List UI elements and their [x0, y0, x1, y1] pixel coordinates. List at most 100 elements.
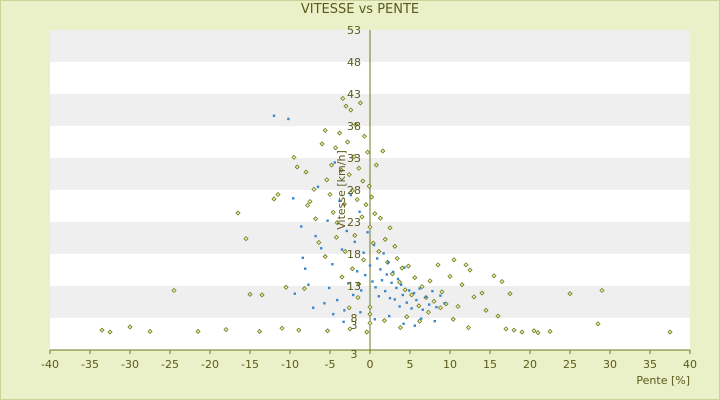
- y-tick-label: 3: [351, 348, 358, 361]
- data-point: [314, 234, 317, 238]
- x-tick-label: -25: [161, 358, 179, 371]
- x-tick-label: 30: [603, 358, 617, 371]
- x-tick-label: -20: [201, 358, 219, 371]
- data-point: [415, 298, 418, 302]
- data-point: [377, 295, 380, 298]
- data-point: [359, 311, 362, 314]
- data-point: [421, 308, 424, 311]
- x-tick-label: 40: [683, 358, 697, 371]
- data-point: [367, 304, 373, 310]
- data-point: [304, 267, 307, 270]
- data-point: [293, 292, 296, 295]
- data-point: [437, 305, 443, 311]
- y-axis-label: Vitesse [km/h]: [335, 150, 348, 230]
- y-tick-label: 13: [347, 280, 361, 293]
- data-point: [283, 284, 289, 290]
- data-point: [491, 273, 497, 279]
- data-point: [428, 303, 431, 306]
- data-point: [349, 188, 355, 194]
- data-point: [343, 309, 346, 312]
- data-point: [347, 326, 353, 332]
- data-point: [401, 293, 404, 297]
- data-point: [347, 282, 350, 285]
- data-point: [352, 232, 358, 239]
- data-point: [403, 266, 406, 269]
- data-point: [353, 240, 356, 244]
- data-point: [325, 328, 331, 334]
- data-point: [355, 294, 361, 301]
- data-point: [351, 154, 357, 160]
- data-point: [346, 305, 352, 311]
- data-point: [345, 229, 348, 233]
- data-point: [382, 252, 385, 255]
- data-point: [402, 287, 408, 293]
- data-point: [329, 162, 335, 168]
- data-point: [341, 201, 347, 207]
- data-point: [294, 164, 300, 170]
- data-point: [352, 293, 355, 297]
- data-point: [349, 266, 355, 272]
- data-point: [275, 191, 281, 198]
- data-point: [483, 307, 489, 313]
- data-point: [369, 194, 375, 200]
- x-tick-label: 20: [523, 358, 537, 371]
- data-point: [365, 149, 371, 155]
- data-point: [291, 154, 297, 160]
- x-tick-label: 0: [367, 358, 374, 371]
- data-point: [312, 306, 315, 309]
- data-point: [495, 313, 501, 319]
- data-point: [373, 162, 379, 168]
- y-tick-label: 3: [351, 319, 358, 332]
- data-point: [127, 324, 133, 330]
- x-axis-label: Pente [%]: [636, 374, 690, 387]
- data-point: [390, 281, 393, 284]
- data-point: [311, 186, 317, 192]
- data-point: [99, 327, 105, 333]
- data-point: [479, 290, 485, 296]
- data-point: [372, 243, 376, 247]
- data-point: [305, 202, 311, 208]
- data-point: [326, 219, 329, 222]
- x-tick-label: -40: [41, 358, 59, 371]
- data-point: [427, 278, 433, 284]
- data-point: [439, 289, 445, 295]
- data-point: [346, 172, 352, 178]
- data-point: [324, 177, 330, 183]
- data-point: [345, 139, 351, 145]
- data-point: [379, 268, 382, 271]
- data-point: [387, 225, 393, 231]
- data-point: [357, 100, 363, 106]
- data-point: [364, 273, 367, 277]
- data-point: [519, 329, 525, 335]
- data-point: [348, 107, 354, 113]
- data-point: [384, 289, 387, 293]
- data-point: [338, 167, 344, 173]
- data-point: [405, 263, 411, 269]
- data-point: [366, 183, 372, 189]
- data-point: [333, 145, 339, 151]
- chart-title: VITESSE vs PENTE: [300, 2, 420, 17]
- data-point: [367, 320, 373, 326]
- data-point: [300, 225, 303, 228]
- data-point: [463, 262, 469, 268]
- data-point: [349, 193, 352, 197]
- data-point: [340, 95, 346, 102]
- data-point: [339, 274, 345, 280]
- y-tick-label: 38: [347, 120, 361, 133]
- data-point: [292, 197, 295, 200]
- data-point: [356, 165, 362, 171]
- data-point: [364, 329, 370, 335]
- data-point: [359, 214, 365, 220]
- data-point: [107, 329, 113, 335]
- data-point: [303, 169, 309, 175]
- data-point: [396, 277, 400, 281]
- data-point: [322, 127, 328, 134]
- data-point: [400, 283, 403, 286]
- data-point: [412, 291, 416, 295]
- data-point: [431, 298, 437, 304]
- x-tick-label: -30: [121, 358, 139, 371]
- data-point: [316, 185, 320, 188]
- data-point: [333, 234, 339, 240]
- x-tick-label: 25: [563, 358, 577, 371]
- data-point: [373, 318, 376, 321]
